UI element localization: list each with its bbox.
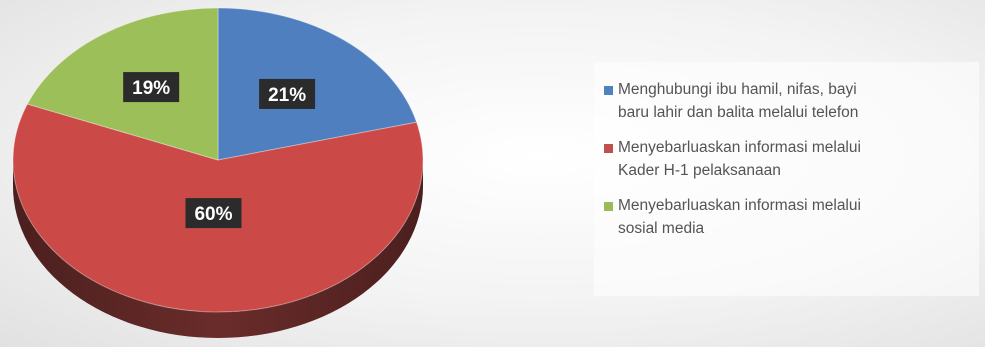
legend-swatch-red	[604, 144, 613, 153]
data-label-text-2: 19%	[132, 78, 170, 99]
pie-slices	[12, 7, 424, 313]
pie-side-walls	[13, 160, 423, 338]
legend-label: Menyebarluaskan informasi melalui sosial…	[618, 197, 861, 237]
data-label-text-1: 60%	[194, 204, 232, 225]
data-label-1: 60%	[185, 198, 242, 229]
pie-slice-2	[26, 7, 219, 161]
data-label-box-0	[259, 78, 316, 109]
legend: Menghubungi ibu hamil, nifas, bayi baru …	[594, 62, 979, 296]
legend-label: Menghubungi ibu hamil, nifas, bayi baru …	[618, 81, 859, 121]
data-label-2: 19%	[123, 72, 180, 103]
pie-slice-0	[217, 7, 418, 161]
pie-chart: 21% 60% 19%	[12, 7, 424, 338]
data-label-0: 21%	[259, 78, 316, 109]
legend-item: Menyebarluaskan informasi melalui sosial…	[604, 194, 979, 240]
pie-data-labels: 21% 60% 19%	[123, 72, 316, 229]
legend-item: Menyebarluaskan informasi melalui Kader …	[604, 136, 979, 182]
legend-swatch-green	[604, 202, 613, 211]
data-label-box-2	[123, 72, 180, 103]
legend-swatch-blue	[604, 86, 613, 95]
legend-item: Menghubungi ibu hamil, nifas, bayi baru …	[604, 78, 979, 124]
data-label-box-1	[185, 198, 242, 229]
slice-side-shading-1	[13, 160, 423, 338]
legend-label: Menyebarluaskan informasi melalui Kader …	[618, 139, 861, 179]
data-label-text-0: 21%	[268, 85, 306, 106]
